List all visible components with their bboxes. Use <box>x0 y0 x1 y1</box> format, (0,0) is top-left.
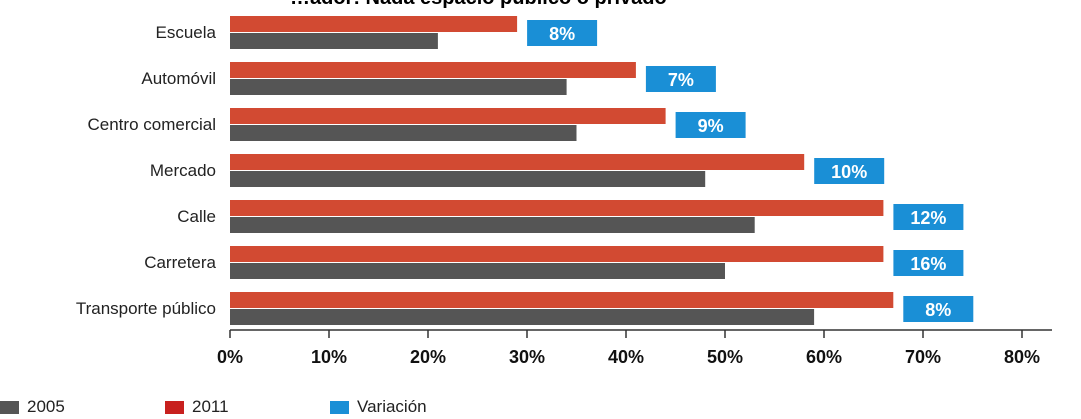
variation-label-escuela: 8% <box>549 24 575 44</box>
category-label-centro-comercial: Centro comercial <box>88 115 217 134</box>
variation-badge-mercado <box>814 158 885 184</box>
chart-title: …ador: Nada espacio público o privado <box>290 0 667 9</box>
bar-2011-carretera <box>230 246 884 262</box>
x-tick-label: 20% <box>410 347 446 367</box>
bar-2011-centro-comercial <box>230 108 666 124</box>
legend-label-variacion: Variación <box>357 397 427 416</box>
bar-2005-mercado <box>230 171 706 187</box>
category-label-autom-vil: Automóvil <box>141 69 216 88</box>
legend-swatch-2011 <box>165 400 184 414</box>
x-axis: 0% 10% 20% 30% 40% 50% 60% 70% 80% <box>217 329 1052 367</box>
bar-2005-calle <box>230 217 755 233</box>
bar-2011-autom-vil <box>230 62 636 78</box>
variation-badge-centro-comercial <box>675 112 746 138</box>
legend-swatch-2005 <box>0 400 19 414</box>
legend-swatch-variacion <box>330 400 349 414</box>
category-label-transporte-p-blico: Transporte público <box>76 299 216 318</box>
category-label-escuela: Escuela <box>156 23 217 42</box>
bar-chart: …ador: Nada espacio público o privado Es… <box>76 0 1052 367</box>
x-tick-label: 0% <box>217 347 243 367</box>
x-tick-label: 70% <box>905 347 941 367</box>
x-tick-label: 50% <box>707 347 743 367</box>
legend-item-variacion: Variación <box>330 397 427 417</box>
category-label-carretera: Carretera <box>144 253 216 272</box>
x-tick-label: 80% <box>1004 347 1040 367</box>
x-tick-label: 60% <box>806 347 842 367</box>
bar-2011-calle <box>230 200 884 216</box>
category-label-mercado: Mercado <box>150 161 216 180</box>
variation-badge-transporte-p-blico <box>903 296 974 322</box>
variation-label-mercado: 10% <box>831 162 867 182</box>
bar-2005-autom-vil <box>230 79 567 95</box>
x-tick-label: 30% <box>509 347 545 367</box>
variation-label-transporte-p-blico: 8% <box>925 300 951 320</box>
bar-2005-centro-comercial <box>230 125 577 141</box>
variation-badge-carretera <box>893 250 964 276</box>
variation-label-autom-vil: 7% <box>668 70 694 90</box>
bar-2005-carretera <box>230 263 725 279</box>
bar-2005-transporte-p-blico <box>230 309 815 325</box>
bar-2011-transporte-p-blico <box>230 292 894 308</box>
x-tick-label: 10% <box>311 347 347 367</box>
variation-label-calle: 12% <box>910 208 946 228</box>
variation-badge-autom-vil <box>645 66 716 92</box>
legend-item-2005: 2005 <box>0 397 165 417</box>
variation-label-centro-comercial: 9% <box>698 116 724 136</box>
bar-2011-escuela <box>230 16 518 32</box>
bar-2011-mercado <box>230 154 805 170</box>
legend-label-2005: 2005 <box>27 397 65 416</box>
legend-item-2011: 2011 <box>165 397 330 417</box>
variation-badge-escuela <box>527 20 598 46</box>
variation-label-carretera: 16% <box>910 254 946 274</box>
legend-label-2011: 2011 <box>192 397 229 416</box>
x-tick-label: 40% <box>608 347 644 367</box>
bars-layer: Escuela 8% Automóvil 7% Centro comercial 9% Me… <box>76 16 974 325</box>
variation-badge-calle <box>893 204 964 230</box>
legend: 2005 2011 Variación <box>0 395 427 419</box>
bar-2005-escuela <box>230 33 438 49</box>
category-label-calle: Calle <box>177 207 216 226</box>
